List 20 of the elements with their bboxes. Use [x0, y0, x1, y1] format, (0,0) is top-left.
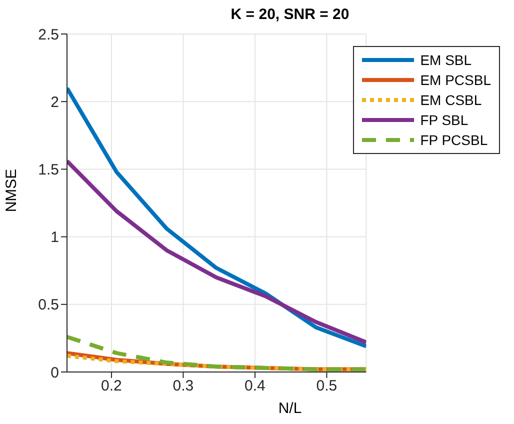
x-tick-label: 0.3: [172, 378, 194, 395]
y-axis-title: NMSE: [4, 168, 20, 212]
y-tick-label: 0: [50, 364, 59, 382]
legend-label: EM PCSBL: [420, 71, 491, 90]
x-tick-label: 0.2: [101, 378, 122, 395]
y-tick-label: 1.5: [38, 162, 59, 179]
legend-label: FP PCSBL: [420, 131, 488, 150]
legend-label: EM CSBL: [420, 91, 482, 110]
x-axis-title: N/L: [277, 400, 303, 417]
y-tick-label: 2.5: [38, 26, 59, 44]
x-tick-label: 0.4: [244, 378, 266, 395]
chart-title: K = 20, SNR = 20: [230, 6, 350, 23]
line-series: [67, 86, 366, 348]
y-tick-label: 1: [50, 229, 59, 246]
line-series: [67, 159, 366, 344]
y-tick-label: 0.5: [38, 296, 59, 314]
x-tick-label: 0.5: [316, 378, 338, 395]
legend-label: FP SBL: [420, 111, 468, 130]
y-tick-label: 2: [50, 94, 59, 111]
legend-label: EM SBL: [420, 51, 472, 70]
